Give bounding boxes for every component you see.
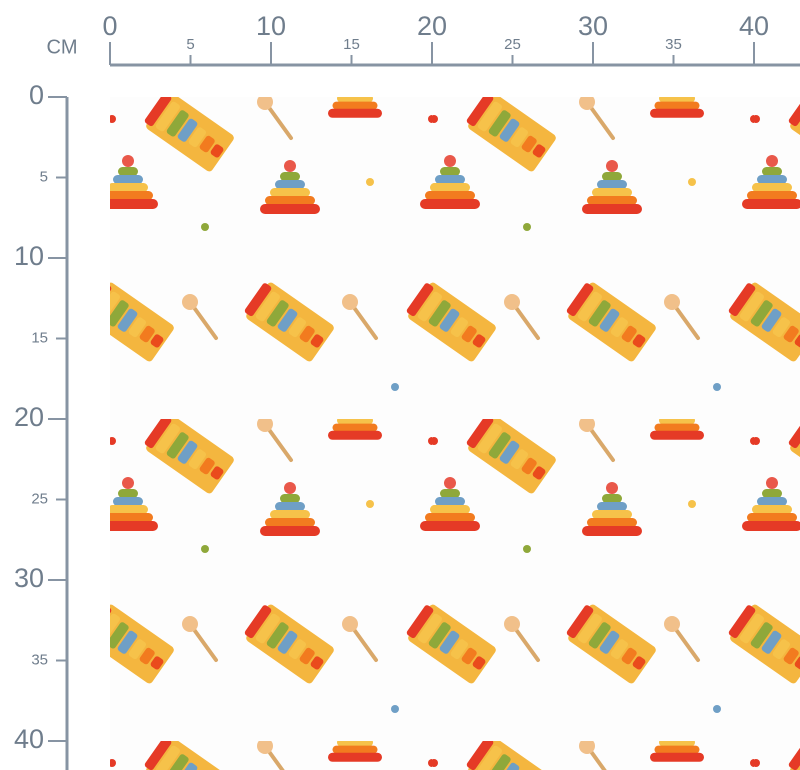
top-tick-label: 30 — [578, 11, 608, 41]
left-tick-label: 40 — [14, 724, 44, 754]
left-tick-label: 35 — [31, 651, 48, 668]
top-tick-label: 15 — [343, 36, 360, 53]
top-tick-label: 35 — [665, 36, 682, 53]
left-tick-label: 10 — [14, 241, 44, 271]
top-tick-label: 10 — [256, 11, 286, 41]
fabric-pattern — [110, 97, 800, 770]
left-tick-label: 20 — [14, 402, 44, 432]
top-tick-label: 40 — [739, 11, 769, 41]
top-tick-label: 5 — [186, 36, 194, 53]
left-tick-label: 25 — [31, 490, 48, 507]
left-tick-label: 5 — [40, 168, 48, 185]
top-tick-label: 0 — [102, 11, 117, 41]
left-tick-label: 15 — [31, 329, 48, 346]
unit-label: CM — [46, 36, 77, 58]
left-tick-label: 0 — [29, 80, 44, 110]
top-tick-label: 25 — [504, 36, 521, 53]
left-tick-label: 30 — [14, 563, 44, 593]
top-tick-label: 20 — [417, 11, 447, 41]
